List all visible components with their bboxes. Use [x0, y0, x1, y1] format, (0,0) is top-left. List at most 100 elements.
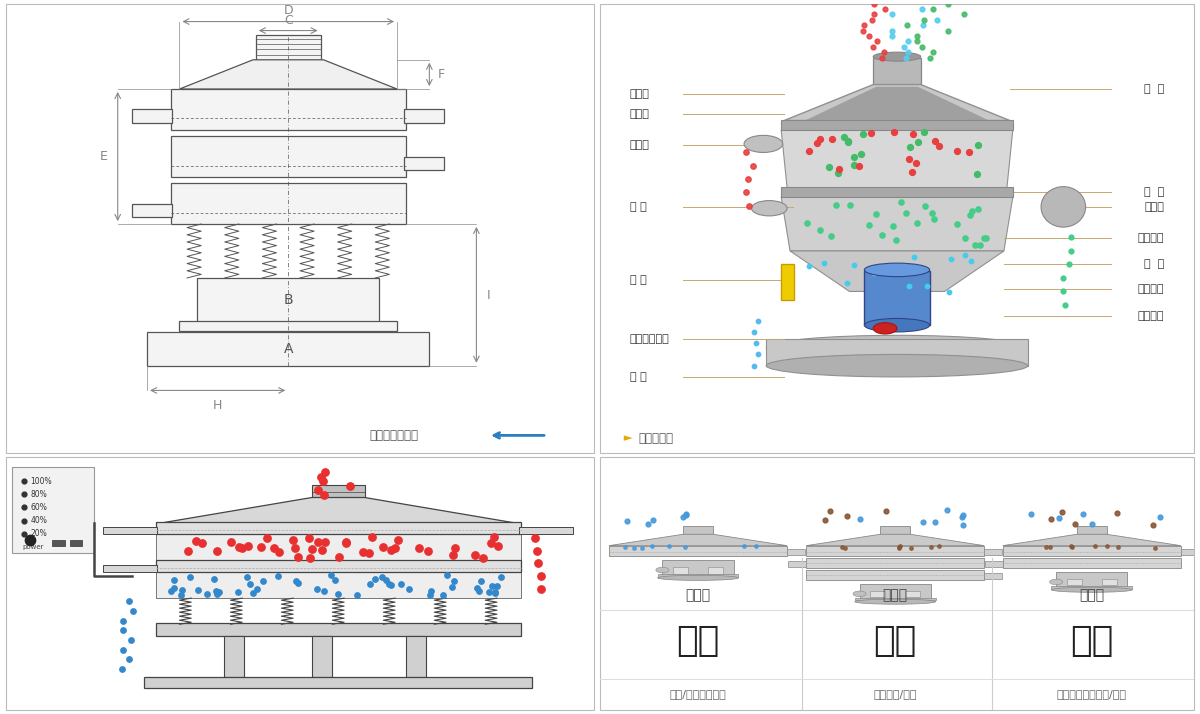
Point — [389, 535, 408, 546]
Text: 筛  网: 筛 网 — [1144, 84, 1164, 94]
Point — [845, 151, 864, 163]
Point — [815, 258, 834, 269]
Point — [443, 550, 462, 561]
Point — [808, 137, 827, 149]
Point — [1098, 540, 1117, 551]
Bar — [1003, 558, 1181, 568]
Bar — [12, 467, 95, 553]
Point — [14, 515, 34, 526]
Text: A: A — [283, 342, 293, 356]
Point — [532, 583, 551, 595]
Point — [954, 520, 973, 531]
Bar — [1076, 526, 1106, 534]
Point — [348, 589, 367, 600]
Point — [676, 541, 695, 553]
Bar — [673, 568, 688, 573]
Ellipse shape — [1051, 587, 1133, 593]
Point — [632, 542, 652, 553]
Bar — [70, 540, 83, 545]
Point — [968, 139, 988, 151]
Point — [929, 140, 948, 151]
Point — [1062, 540, 1081, 552]
Text: 出料口: 出料口 — [630, 140, 649, 150]
Point — [900, 141, 919, 153]
Bar — [312, 486, 365, 498]
Point — [532, 570, 551, 582]
Bar — [170, 136, 406, 177]
Bar — [1181, 550, 1199, 555]
Bar — [870, 591, 886, 598]
Point — [863, 14, 882, 26]
Text: F: F — [438, 68, 445, 81]
Point — [892, 0, 911, 4]
Polygon shape — [781, 197, 1013, 251]
Point — [643, 514, 662, 526]
Ellipse shape — [1050, 579, 1063, 585]
Point — [112, 663, 131, 675]
Bar — [905, 591, 920, 598]
Text: 进料口: 进料口 — [630, 89, 649, 99]
Text: 弹 簧: 弹 簧 — [630, 275, 647, 285]
Bar — [404, 109, 444, 123]
Point — [920, 52, 940, 64]
Point — [624, 543, 643, 554]
Point — [883, 220, 902, 231]
Bar — [52, 540, 65, 545]
Point — [1052, 506, 1072, 517]
Point — [828, 168, 847, 179]
Bar — [1056, 572, 1128, 587]
Point — [1022, 508, 1042, 519]
Point — [737, 146, 756, 158]
Point — [229, 587, 248, 598]
Point — [955, 9, 974, 20]
Polygon shape — [805, 87, 989, 121]
Point — [845, 159, 864, 171]
Point — [288, 577, 307, 588]
Point — [421, 585, 440, 597]
Point — [247, 583, 266, 594]
Bar — [170, 183, 406, 224]
Text: 80%: 80% — [31, 490, 48, 498]
Bar — [223, 635, 244, 678]
Ellipse shape — [864, 318, 930, 332]
Point — [907, 30, 926, 41]
Bar — [197, 278, 379, 323]
Point — [902, 166, 922, 178]
Point — [229, 542, 248, 553]
Point — [850, 161, 869, 172]
Point — [962, 255, 982, 266]
Point — [360, 578, 379, 590]
Point — [353, 546, 372, 558]
Point — [466, 550, 485, 561]
Point — [365, 573, 384, 585]
Point — [839, 136, 858, 148]
Text: 分级: 分级 — [677, 624, 720, 658]
Point — [901, 0, 920, 4]
Point — [892, 196, 911, 208]
Text: 下部重锤: 下部重锤 — [1138, 311, 1164, 321]
Point — [316, 466, 335, 478]
Point — [744, 360, 763, 371]
Point — [206, 585, 226, 597]
Bar — [156, 522, 521, 534]
Point — [528, 545, 547, 556]
Point — [164, 583, 184, 594]
Point — [889, 541, 908, 553]
Point — [862, 127, 881, 139]
Text: 三层式: 三层式 — [883, 588, 907, 602]
Ellipse shape — [874, 52, 920, 61]
Point — [854, 19, 874, 31]
Point — [907, 36, 926, 47]
Point — [833, 541, 852, 553]
Bar — [404, 156, 444, 170]
Point — [922, 208, 941, 219]
Point — [901, 542, 920, 553]
Text: 防尘盖: 防尘盖 — [630, 109, 649, 119]
Point — [1108, 508, 1127, 519]
Point — [829, 164, 848, 175]
Bar — [132, 203, 173, 217]
Point — [1062, 246, 1081, 257]
Point — [325, 575, 344, 586]
Polygon shape — [608, 534, 787, 545]
Point — [14, 502, 34, 513]
